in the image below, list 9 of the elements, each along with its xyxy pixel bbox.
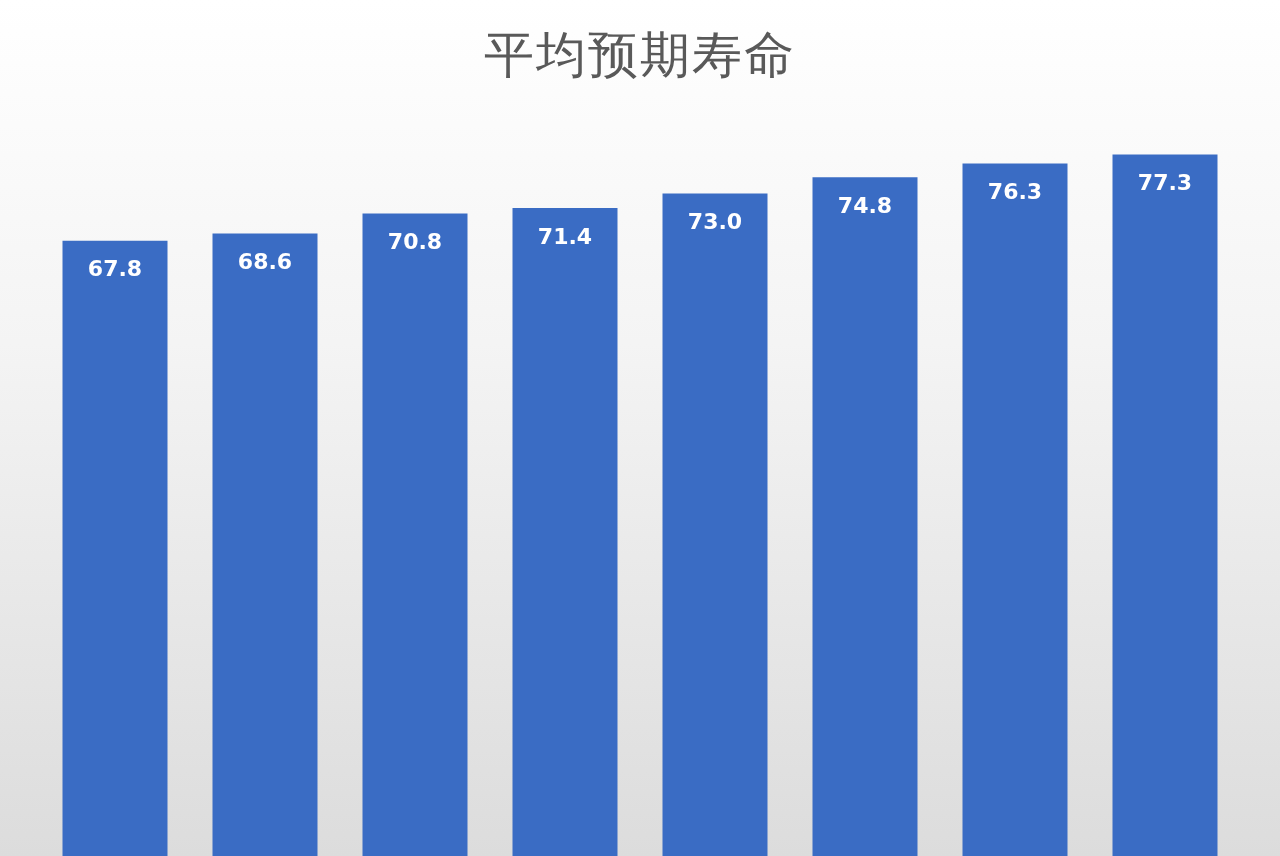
data-label: 70.8	[387, 229, 443, 255]
data-label: 77.3	[1137, 170, 1193, 196]
data-label: 76.3	[987, 179, 1043, 205]
data-label: 68.6	[237, 249, 293, 275]
data-label: 73.0	[687, 209, 743, 235]
chart-title: 平均预期寿命	[483, 25, 797, 86]
data-label: 71.4	[537, 223, 593, 249]
data-label: 67.8	[87, 256, 143, 282]
data-label: 74.8	[837, 192, 893, 218]
